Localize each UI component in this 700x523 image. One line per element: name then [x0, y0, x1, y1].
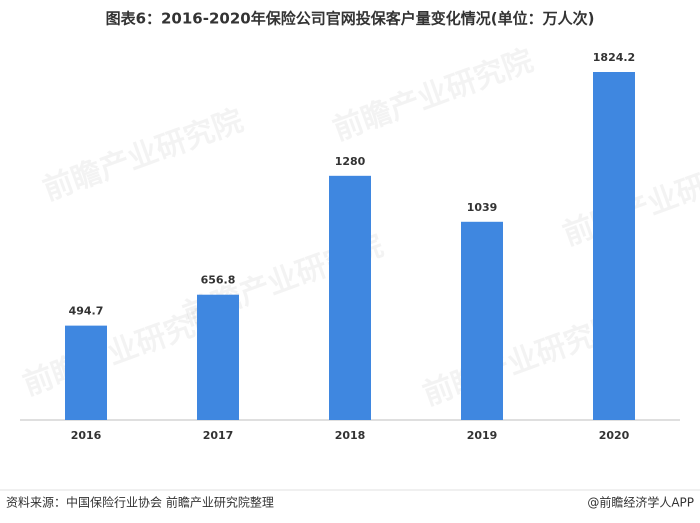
- bar: [461, 221, 503, 420]
- source-note: 资料来源：中国保险行业协会 前瞻产业研究院整理: [6, 495, 274, 510]
- data-label: 1824.2: [593, 51, 635, 64]
- bar: [65, 325, 107, 420]
- x-tick-label: 2016: [71, 429, 102, 442]
- bar: [329, 175, 371, 420]
- bar: [593, 72, 635, 420]
- watermark: 前瞻产业研究院: [18, 298, 227, 403]
- x-tick-label: 2018: [335, 429, 366, 442]
- bar: [197, 294, 239, 420]
- credit: @前瞻经济学人APP: [587, 495, 694, 510]
- data-label: 1280: [335, 155, 366, 168]
- watermark: 前瞻产业研究院: [328, 43, 537, 148]
- x-tick-label: 2017: [203, 429, 234, 442]
- watermark: 前瞻产业研究院: [38, 103, 247, 208]
- x-tick-label: 2020: [599, 429, 630, 442]
- data-label: 656.8: [201, 274, 236, 287]
- data-label: 1039: [467, 201, 498, 214]
- chart-title: 图表6：2016-2020年保险公司官网投保客户量变化情况(单位：万人次): [106, 10, 595, 28]
- data-label: 494.7: [69, 305, 104, 318]
- x-tick-label: 2019: [467, 429, 498, 442]
